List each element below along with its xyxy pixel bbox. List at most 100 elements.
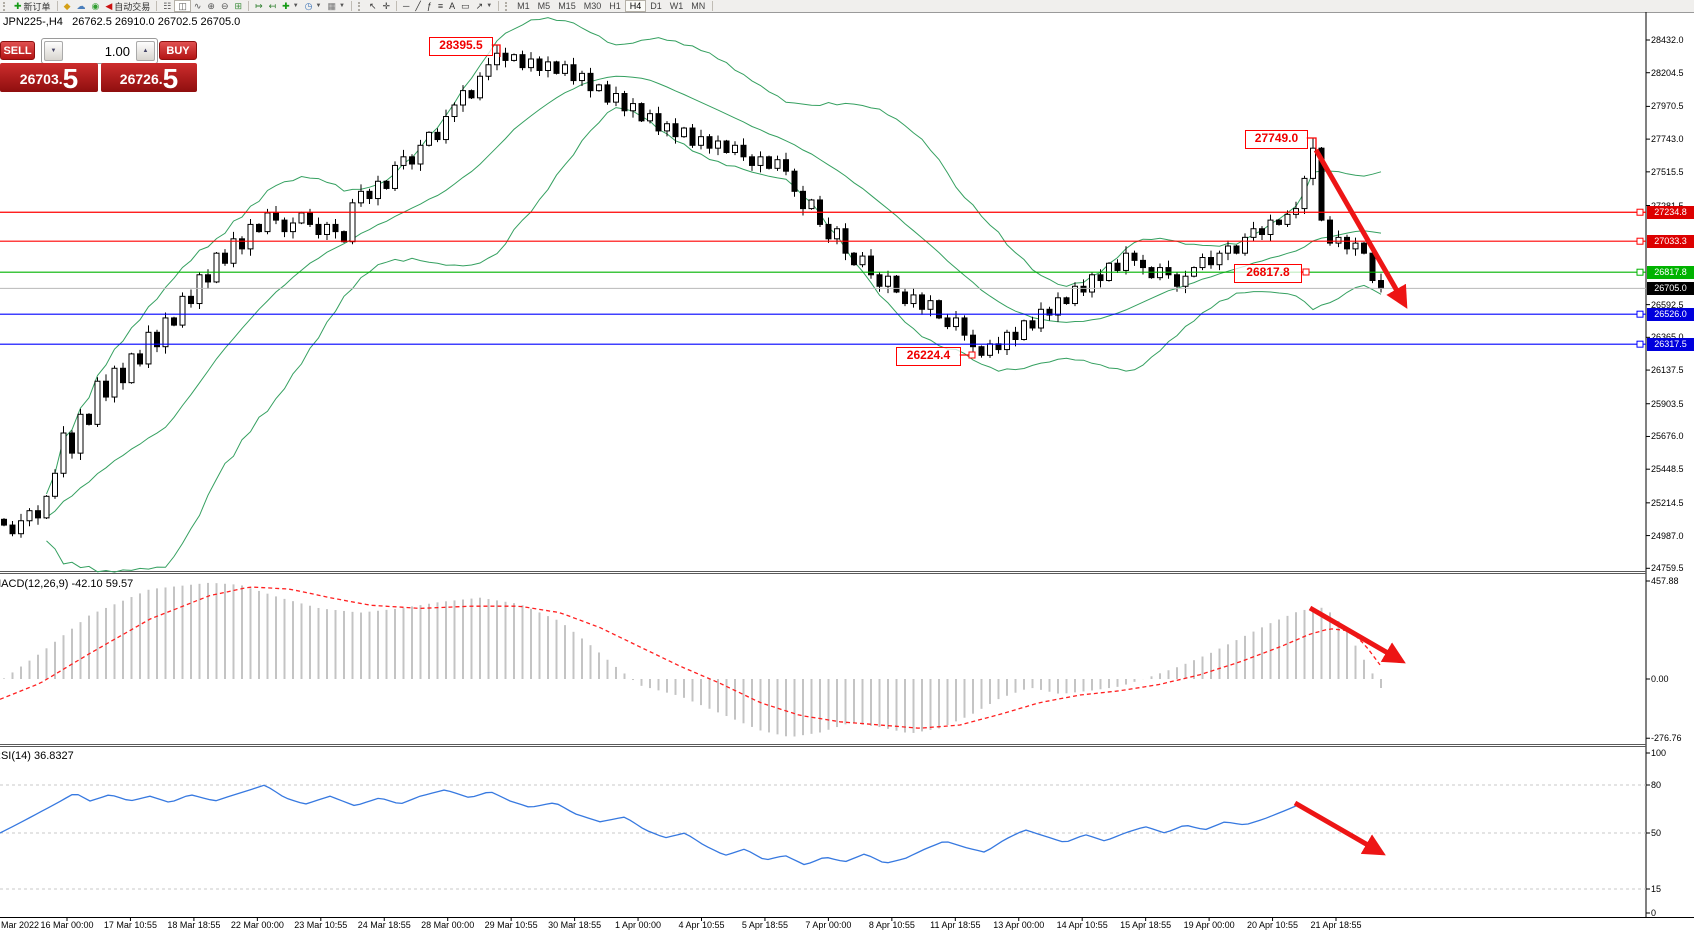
level-line-handle[interactable] [1636,268,1644,276]
tile-windows-icon[interactable]: ⊞ [232,0,246,12]
price-annotation[interactable]: 27749.0 [1245,130,1308,149]
time-axis-label[interactable]: 8 Apr 10:55 [868,920,915,930]
time-axis-label[interactable]: 30 Mar 18:55 [548,920,602,930]
level-line-handle[interactable] [1636,237,1644,245]
period-icon-dropdown-arrow[interactable]: ▼ [315,3,322,9]
time-axis-label[interactable]: 20 Apr 10:55 [1247,920,1299,930]
fibonacci-tool-icon[interactable]: ƒ [424,0,435,12]
price-annotations-graphics[interactable] [491,44,1317,359]
period-icon[interactable]: ◷ ▼ [302,0,325,12]
time-axis-label[interactable]: 11 Apr 18:55 [930,920,981,930]
timeframe-button-m30[interactable]: M30 [583,1,602,11]
zoom-in-icon[interactable]: ⊕ [204,0,218,12]
timeframe-button-mn[interactable]: MN [691,1,706,11]
price-annotation[interactable]: 28395.5 [429,37,493,56]
add-indicator-icon[interactable]: ✚ ▼ [279,0,302,12]
shapes-tool-icon[interactable]: ▭ [458,0,473,12]
arrows-tool-icon-dropdown-arrow[interactable]: ▼ [486,3,493,9]
chart-shift-icon[interactable]: ↤ [266,0,280,12]
add-indicator-icon-dropdown-arrow[interactable]: ▼ [292,3,299,9]
trend-arrows[interactable] [1293,148,1408,856]
autotrading-button[interactable]: ◀ 自动交易 [102,0,153,12]
rsi-tick-label[interactable]: 100 [1651,748,1667,758]
price-tick-label[interactable]: 25903.5 [1651,398,1684,409]
sound-icon[interactable]: ◉ [88,0,102,12]
time-axis-label[interactable]: 17 Mar 10:55 [103,920,157,930]
market-watch-icon[interactable]: ◆ [61,0,74,12]
timeframe-button-w1[interactable]: W1 [669,1,684,11]
time-axis-label[interactable]: 24 Mar 18:55 [357,920,411,930]
time-axis-label[interactable]: 4 Apr 10:55 [678,920,725,930]
hline-tool-icon[interactable]: ─ [400,0,412,12]
time-axis-label[interactable]: 16 Mar 00:00 [40,920,94,930]
price-tick-label[interactable]: 26365.0 [1651,332,1684,342]
rsi-tick-label[interactable]: 80 [1651,780,1662,790]
macd-tick-label[interactable]: 457.88 [1651,576,1679,586]
time-axis-label[interactable]: 19 Apr 00:00 [1183,920,1235,930]
horizontal-level-lines[interactable] [0,208,1646,348]
price-tick-label[interactable]: 27515.5 [1651,166,1684,177]
price-annotation[interactable]: 26224.4 [896,347,961,366]
level-line-handle[interactable] [1636,310,1644,318]
channel-tool-icon[interactable]: ≡ [435,0,446,12]
template-icon-dropdown-arrow[interactable]: ▼ [338,3,345,9]
macd-tick-label[interactable]: -276.76 [1651,733,1682,744]
time-axis-label[interactable]: 23 Mar 10:55 [294,920,348,930]
time-axis-label[interactable]: 7 Apr 00:00 [805,920,852,930]
buy-price-display[interactable]: 26726. 5 [101,63,197,92]
timeframe-button-m5[interactable]: M5 [537,1,551,11]
arrows-tool-icon[interactable]: ↗ ▼ [473,0,496,12]
time-axis-label[interactable]: 29 Mar 10:55 [484,920,538,930]
macd-tick-label[interactable]: 0.00 [1651,674,1669,684]
crosshair-icon[interactable]: ✛ [379,0,393,12]
new-order-button[interactable]: ✚ 新订单 [11,0,54,12]
sell-price-display[interactable]: 26703. 5 [0,63,98,92]
data-window-icon[interactable]: ☁ [73,0,88,12]
volume-decrease-button[interactable]: ▼ [44,41,63,61]
zoom-out-icon[interactable]: ⊖ [218,0,232,12]
timeframe-button-m1[interactable]: M1 [517,1,530,11]
timeframe-button-m15[interactable]: M15 [558,1,576,11]
price-tick-label[interactable]: 28432.0 [1651,35,1684,45]
price-tick-label[interactable]: 26592.5 [1651,299,1684,310]
price-tick-label[interactable]: 24759.5 [1651,563,1684,574]
buy-button[interactable]: BUY [159,41,197,60]
time-axis-label[interactable]: 14 Apr 10:55 [1056,920,1108,930]
candlestick-chart-icon[interactable]: ◫ [174,0,191,12]
price-tick-label[interactable]: 28204.5 [1651,67,1684,78]
template-icon[interactable]: ▦ ▼ [324,0,347,12]
price-annotation[interactable]: 26817.8 [1234,264,1302,283]
price-tick-label[interactable]: 27743.0 [1651,134,1684,145]
time-axis-label[interactable]: 21 Apr 18:55 [1310,920,1362,930]
volume-increase-button[interactable]: ▲ [136,41,155,61]
rsi-tick-label[interactable]: 0 [1651,908,1657,918]
timeframe-button-h4[interactable]: H4 [624,0,647,12]
timeframe-button-h1[interactable]: H1 [609,1,621,11]
time-axis-label[interactable]: 5 Apr 18:55 [741,920,788,930]
bar-chart-icon[interactable]: ☷ [160,0,174,12]
price-tick-label[interactable]: 27970.5 [1651,101,1684,112]
time-axis-label[interactable]: 18 Mar 18:55 [167,920,221,930]
sell-button[interactable]: SELL [0,41,35,60]
volume-input[interactable] [65,39,134,63]
level-line-handle[interactable] [1636,208,1644,216]
price-tick-label[interactable]: 25676.0 [1651,431,1684,442]
rsi-tick-label[interactable]: 50 [1651,828,1662,838]
level-line-handle[interactable] [1636,340,1644,348]
price-tick-label[interactable]: 26137.5 [1651,365,1684,376]
rsi-tick-label[interactable]: 15 [1651,884,1662,894]
auto-scroll-icon[interactable]: ↦ [252,0,266,12]
price-tick-label[interactable]: 25214.5 [1651,497,1684,508]
text-tool-icon[interactable]: A [446,0,458,12]
price-tick-label[interactable]: 27281.5 [1651,201,1684,211]
time-axis-label[interactable]: 22 Mar 00:00 [230,920,284,930]
time-axis-label[interactable]: 13 Apr 00:00 [993,920,1045,930]
time-axis-label[interactable]: Mar 2022 [1,920,40,930]
volume-stepper[interactable]: ▼ ▲ [41,38,158,64]
time-axis-label[interactable]: 15 Apr 18:55 [1120,920,1172,930]
time-axis-label[interactable]: 28 Mar 00:00 [421,920,475,930]
cursor-icon[interactable]: ↖ [366,0,380,12]
price-tick-label[interactable]: 24987.0 [1651,530,1684,541]
timeframe-button-d1[interactable]: D1 [650,1,662,11]
